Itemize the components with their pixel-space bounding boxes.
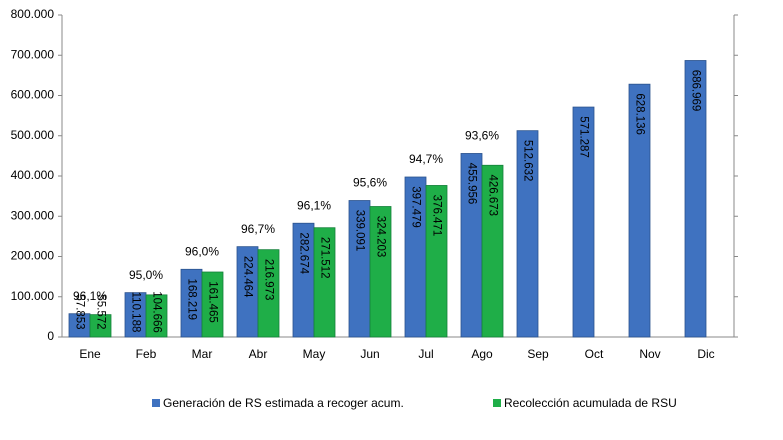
- y-tick-label: 0: [47, 329, 54, 343]
- bar: [89, 314, 112, 338]
- x-tick-label: Feb: [136, 347, 157, 361]
- value-label: 57.853: [73, 294, 85, 329]
- x-tick-label: Dic: [697, 347, 714, 361]
- bar: [628, 83, 651, 338]
- y-tick-label: 200.000: [11, 249, 55, 263]
- bar: [684, 60, 707, 338]
- x-tick-label: May: [303, 347, 326, 361]
- bar: [201, 271, 224, 338]
- value-label: 571.287: [577, 116, 589, 158]
- value-label: 686.969: [689, 70, 701, 112]
- y-tick-label: 100.000: [11, 289, 55, 303]
- y-tick-label: 600.000: [11, 88, 55, 102]
- x-tick-label: Ene: [79, 347, 101, 361]
- bar: [481, 164, 504, 338]
- value-label: 512.632: [521, 140, 533, 182]
- x-tick-label: Nov: [639, 347, 660, 361]
- y-tick-label: 300.000: [11, 208, 55, 222]
- ratio-label: 96,1%: [297, 198, 331, 212]
- legend-swatch: [493, 399, 501, 407]
- value-label: 628.136: [633, 93, 645, 135]
- value-label: 376.471: [430, 195, 442, 237]
- x-tick-label: Oct: [585, 347, 604, 361]
- x-tick-label: Jul: [418, 347, 433, 361]
- value-label: 271.512: [318, 237, 330, 279]
- value-label: 397.479: [409, 186, 421, 228]
- value-label: 168.219: [185, 279, 197, 321]
- x-tick-label: Sep: [527, 347, 549, 361]
- legend-label: Generación de RS estimada a recoger acum…: [163, 396, 404, 410]
- value-label: 104.666: [150, 291, 162, 333]
- ratio-label: 95,6%: [353, 176, 387, 190]
- ratio-label: 96,1%: [73, 289, 107, 303]
- value-label: 282.674: [297, 232, 309, 274]
- bar: [425, 185, 448, 338]
- bar: [572, 106, 595, 338]
- ratio-label: 95,0%: [129, 268, 163, 282]
- y-tick-label: 400.000: [11, 168, 55, 182]
- ratio-label: 93,6%: [465, 129, 499, 143]
- value-label: 324.203: [374, 216, 386, 258]
- y-tick-label: 500.000: [11, 128, 55, 142]
- ratio-label: 94,7%: [409, 152, 443, 166]
- value-label: 55.572: [94, 294, 106, 329]
- bar: [145, 294, 168, 338]
- x-tick-label: Jun: [360, 347, 379, 361]
- value-label: 426.673: [486, 174, 498, 216]
- x-tick-label: Ago: [471, 347, 493, 361]
- ratio-label: 96,0%: [185, 244, 219, 258]
- legend-label: Recolección acumulada de RSU: [504, 396, 677, 410]
- value-label: 216.973: [262, 259, 274, 301]
- y-tick-label: 800.000: [11, 7, 55, 21]
- bar: [369, 206, 392, 338]
- bar: [257, 249, 280, 338]
- value-label: 455.956: [465, 163, 477, 205]
- value-label: 161.465: [206, 281, 218, 323]
- value-label: 224.464: [241, 256, 253, 298]
- y-tick-label: 700.000: [11, 47, 55, 61]
- legend-swatch: [152, 399, 160, 407]
- value-label: 339.091: [353, 210, 365, 252]
- bar: [313, 227, 336, 338]
- value-label: 110.188: [129, 292, 141, 333]
- ratio-label: 96,7%: [241, 222, 275, 236]
- bar: [516, 130, 539, 338]
- x-tick-label: Abr: [249, 347, 268, 361]
- x-tick-label: Mar: [192, 347, 213, 361]
